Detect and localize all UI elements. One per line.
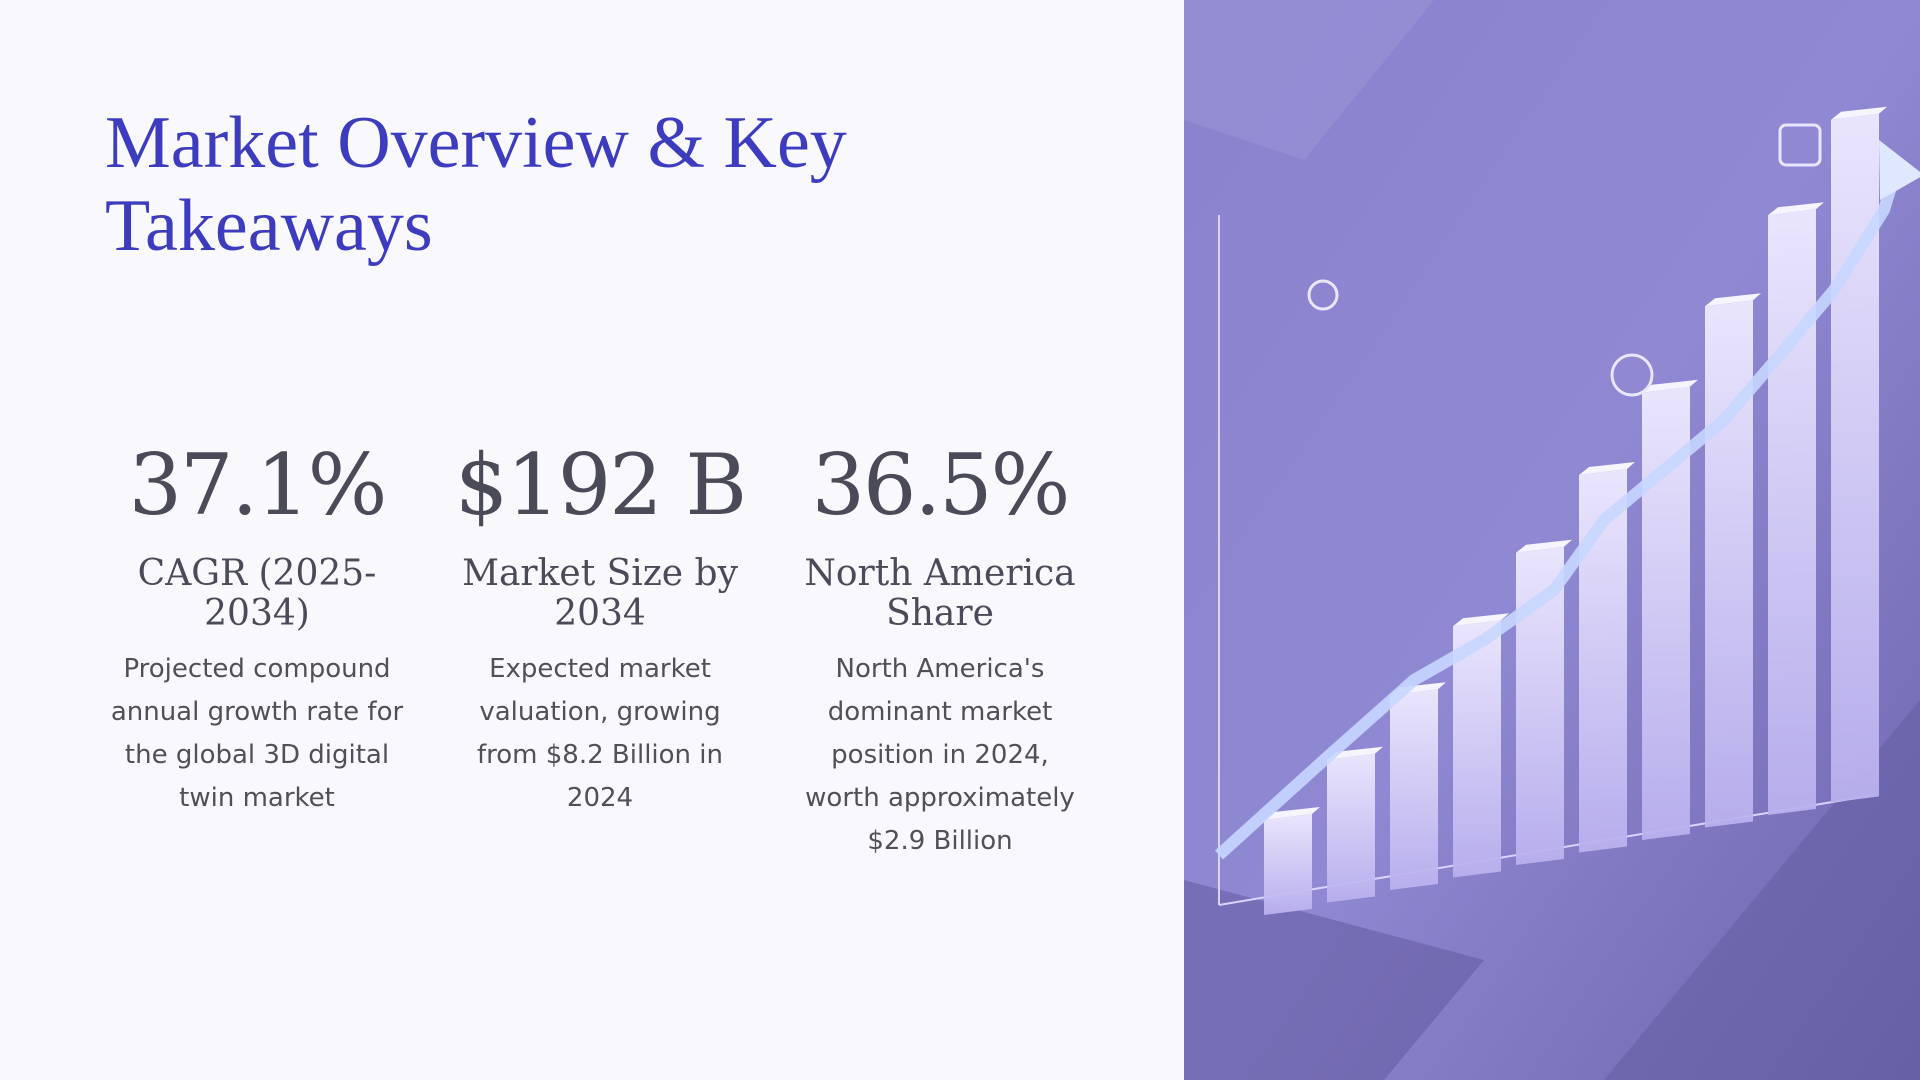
arrow-head <box>1879 140 1920 200</box>
icon <box>1778 123 1822 167</box>
slide-title: Market Overview & Key Takeaways <box>105 102 847 267</box>
bar-top <box>1768 202 1824 216</box>
icon <box>1307 279 1339 311</box>
bar-top <box>1642 379 1698 393</box>
facet <box>1184 880 1484 1080</box>
illustration <box>1184 0 1920 1080</box>
stat-value: 36.5% <box>811 436 1071 534</box>
bar-shape <box>1264 814 1312 915</box>
stat-description: Expected market valuation, growing from … <box>476 654 723 813</box>
bar-top <box>1831 106 1887 120</box>
bar-shape <box>1768 209 1816 815</box>
bar-shape <box>1453 620 1501 878</box>
trend-arrow <box>1214 158 1905 860</box>
stat-description: North America's dominant market position… <box>805 654 1075 856</box>
facet <box>1184 0 1434 160</box>
bar-shape <box>1327 753 1375 903</box>
stat-label: Market Size by 2034 <box>462 553 738 634</box>
content-panel: Market Overview & Key Takeaways 37.1% CA… <box>105 102 1090 863</box>
stat-card: 36.5% North America Share North America'… <box>790 430 1090 863</box>
stat-description: Projected compound annual growth rate fo… <box>110 654 404 813</box>
stat-label: North America Share <box>804 553 1076 634</box>
bar-shape <box>1831 113 1879 803</box>
bar-top <box>1327 746 1383 760</box>
bar-top <box>1516 539 1572 553</box>
stat-label: CAGR (2025-2034) <box>137 553 377 634</box>
stat-card: $192 B Market Size by 2034 Expected mark… <box>450 430 750 820</box>
bar-shape <box>1516 546 1564 865</box>
bar-top <box>1264 807 1320 820</box>
icon <box>1610 353 1654 397</box>
bar-shape <box>1642 386 1690 840</box>
bar-shape <box>1705 300 1753 828</box>
bar-shape <box>1390 689 1438 890</box>
stat-value: 37.1% <box>128 436 388 534</box>
bar-top <box>1579 462 1635 475</box>
bar-top <box>1453 613 1509 627</box>
bar-shape <box>1579 469 1627 853</box>
stat-card: 37.1% CAGR (2025-2034) Projected compoun… <box>107 430 407 820</box>
bar-top <box>1705 293 1761 307</box>
stat-value: $192 B <box>454 436 747 534</box>
